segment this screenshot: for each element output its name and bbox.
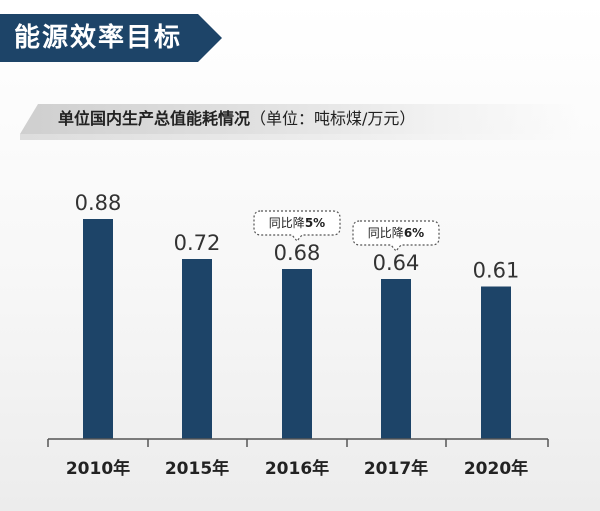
bar-value-label-0: 0.88 [75, 191, 122, 215]
callout-bubble-0 [253, 210, 341, 242]
callout-text-0: 同比降5% [269, 216, 325, 230]
callout-value-0: 5% [305, 216, 325, 230]
bar-2 [282, 269, 312, 439]
callout-1: 同比降6% [352, 220, 440, 252]
callout-value-1: 6% [404, 226, 424, 240]
callout-text-1: 同比降6% [368, 226, 424, 240]
bar-value-label-3: 0.64 [373, 251, 420, 275]
x-tick-label-2: 2016年 [265, 458, 329, 479]
x-tick-label-3: 2017年 [364, 458, 428, 479]
callout-0: 同比降5% [253, 210, 341, 242]
callout-bubble-1 [352, 220, 440, 252]
page-title: 能源效率目标 [14, 23, 183, 53]
chart-subtitle-unit: （单位：吨标煤/万元） [250, 109, 416, 128]
bar-1 [182, 259, 212, 439]
subtitle-band-shadow [20, 134, 580, 140]
bar-4 [481, 286, 511, 439]
chart-subtitle: 单位国内生产总值能耗情况（单位：吨标煤/万元） [58, 105, 415, 133]
chart-subtitle-main: 单位国内生产总值能耗情况 [58, 109, 251, 128]
x-tick-label-1: 2015年 [165, 458, 229, 479]
subtitle-band [20, 104, 580, 134]
callout-prefix-0: 同比降 [269, 216, 305, 230]
bar-value-label-4: 0.61 [473, 259, 520, 283]
title-banner: 能源效率目标 [0, 14, 222, 62]
callout-prefix-1: 同比降 [368, 226, 404, 240]
x-tick-label-4: 2020年 [464, 458, 528, 479]
bar-value-label-1: 0.72 [174, 231, 221, 255]
x-tick-label-0: 2010年 [66, 458, 130, 479]
bar-3 [381, 279, 411, 439]
bar-value-label-2: 0.68 [274, 241, 321, 265]
bar-0 [83, 219, 113, 439]
